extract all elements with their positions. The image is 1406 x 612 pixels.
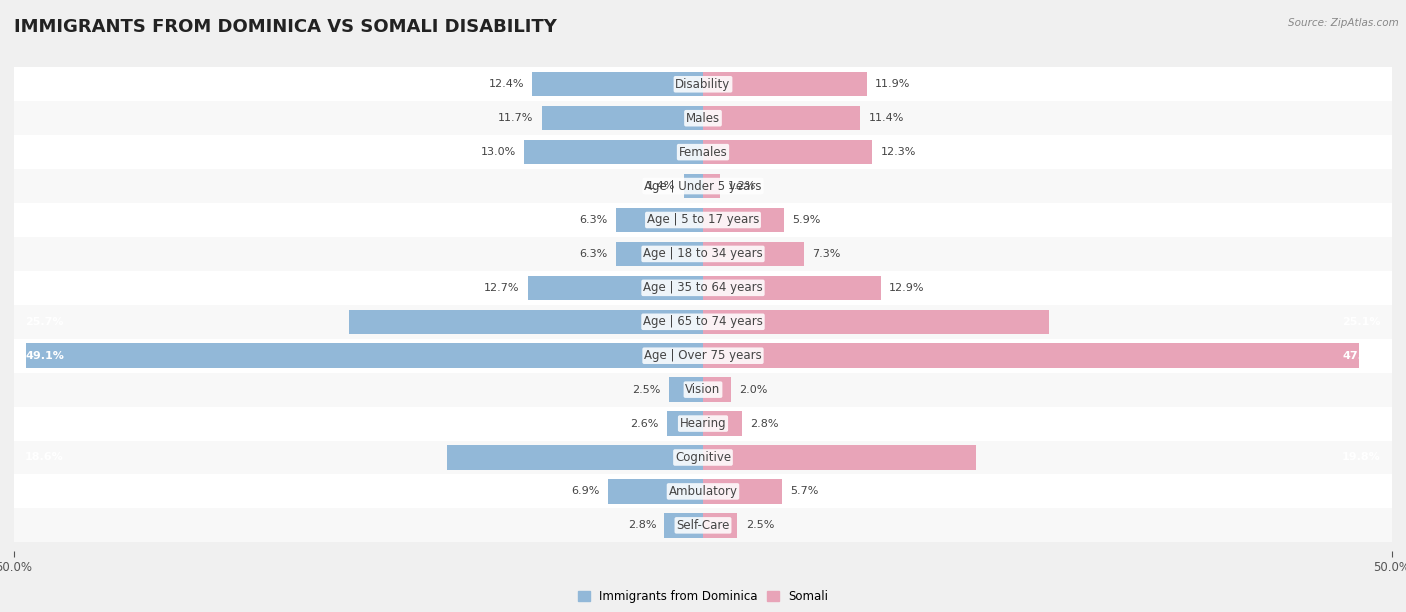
Text: 7.3%: 7.3% (811, 249, 841, 259)
Bar (531, 72, 703, 97)
Text: Age | 35 to 64 years: Age | 35 to 64 years (643, 282, 763, 294)
Bar (27, 343, 703, 368)
Text: 6.9%: 6.9% (571, 487, 599, 496)
Bar (616, 242, 703, 266)
Text: 47.6%: 47.6% (1343, 351, 1381, 360)
Bar (703, 242, 804, 266)
Legend: Immigrants from Dominica, Somali: Immigrants from Dominica, Somali (574, 585, 832, 608)
Bar (0, 135, 1406, 169)
Bar (703, 72, 868, 97)
Bar (0, 406, 1406, 441)
Text: 19.8%: 19.8% (1343, 452, 1381, 463)
Text: 12.9%: 12.9% (889, 283, 925, 293)
Bar (668, 411, 703, 436)
Bar (703, 106, 860, 130)
Text: Age | Over 75 years: Age | Over 75 years (644, 349, 762, 362)
Text: 11.4%: 11.4% (869, 113, 904, 123)
Text: Vision: Vision (685, 383, 721, 396)
Text: 18.6%: 18.6% (25, 452, 63, 463)
Bar (0, 373, 1406, 406)
Text: 6.3%: 6.3% (579, 249, 607, 259)
Bar (669, 378, 703, 402)
Bar (447, 446, 703, 470)
Bar (529, 275, 703, 300)
Bar (703, 513, 738, 537)
Text: 6.3%: 6.3% (579, 215, 607, 225)
Text: 1.2%: 1.2% (728, 181, 756, 191)
Bar (0, 474, 1406, 509)
Bar (703, 208, 785, 232)
Text: 11.9%: 11.9% (875, 80, 911, 89)
Text: Age | 18 to 34 years: Age | 18 to 34 years (643, 247, 763, 261)
Text: Source: ZipAtlas.com: Source: ZipAtlas.com (1288, 18, 1399, 28)
Bar (349, 310, 703, 334)
Bar (0, 305, 1406, 339)
Bar (0, 339, 1406, 373)
Text: 12.4%: 12.4% (488, 80, 524, 89)
Text: Ambulatory: Ambulatory (668, 485, 738, 498)
Bar (0, 237, 1406, 271)
Text: Males: Males (686, 112, 720, 125)
Bar (0, 441, 1406, 474)
Text: Disability: Disability (675, 78, 731, 91)
Bar (0, 101, 1406, 135)
Bar (703, 411, 741, 436)
Text: 25.1%: 25.1% (1343, 317, 1381, 327)
Bar (683, 174, 703, 198)
Text: Hearing: Hearing (679, 417, 727, 430)
Text: 2.8%: 2.8% (749, 419, 779, 428)
Bar (524, 140, 703, 165)
Bar (541, 106, 703, 130)
Text: 2.8%: 2.8% (627, 520, 657, 531)
Text: Age | Under 5 years: Age | Under 5 years (644, 179, 762, 193)
Text: Self-Care: Self-Care (676, 519, 730, 532)
Bar (616, 208, 703, 232)
Text: 2.5%: 2.5% (631, 384, 661, 395)
Text: 11.7%: 11.7% (498, 113, 533, 123)
Text: Age | 65 to 74 years: Age | 65 to 74 years (643, 315, 763, 328)
Text: 2.5%: 2.5% (745, 520, 775, 531)
Bar (703, 343, 1358, 368)
Text: Females: Females (679, 146, 727, 159)
Text: 2.6%: 2.6% (630, 419, 659, 428)
Bar (0, 203, 1406, 237)
Text: Cognitive: Cognitive (675, 451, 731, 464)
Bar (703, 479, 782, 504)
Text: 49.1%: 49.1% (25, 351, 63, 360)
Text: 25.7%: 25.7% (25, 317, 63, 327)
Bar (703, 275, 880, 300)
Bar (703, 446, 976, 470)
Bar (703, 378, 731, 402)
Bar (0, 67, 1406, 101)
Bar (703, 140, 873, 165)
Bar (0, 271, 1406, 305)
Text: Age | 5 to 17 years: Age | 5 to 17 years (647, 214, 759, 226)
Bar (0, 169, 1406, 203)
Bar (0, 509, 1406, 542)
Text: 5.7%: 5.7% (790, 487, 818, 496)
Text: 5.9%: 5.9% (793, 215, 821, 225)
Bar (703, 310, 1049, 334)
Text: 13.0%: 13.0% (481, 147, 516, 157)
Text: IMMIGRANTS FROM DOMINICA VS SOMALI DISABILITY: IMMIGRANTS FROM DOMINICA VS SOMALI DISAB… (14, 18, 557, 36)
Bar (703, 174, 720, 198)
Text: 1.4%: 1.4% (647, 181, 675, 191)
Text: 2.0%: 2.0% (738, 384, 768, 395)
Bar (607, 479, 703, 504)
Text: 12.7%: 12.7% (484, 283, 520, 293)
Text: 12.3%: 12.3% (880, 147, 917, 157)
Bar (665, 513, 703, 537)
